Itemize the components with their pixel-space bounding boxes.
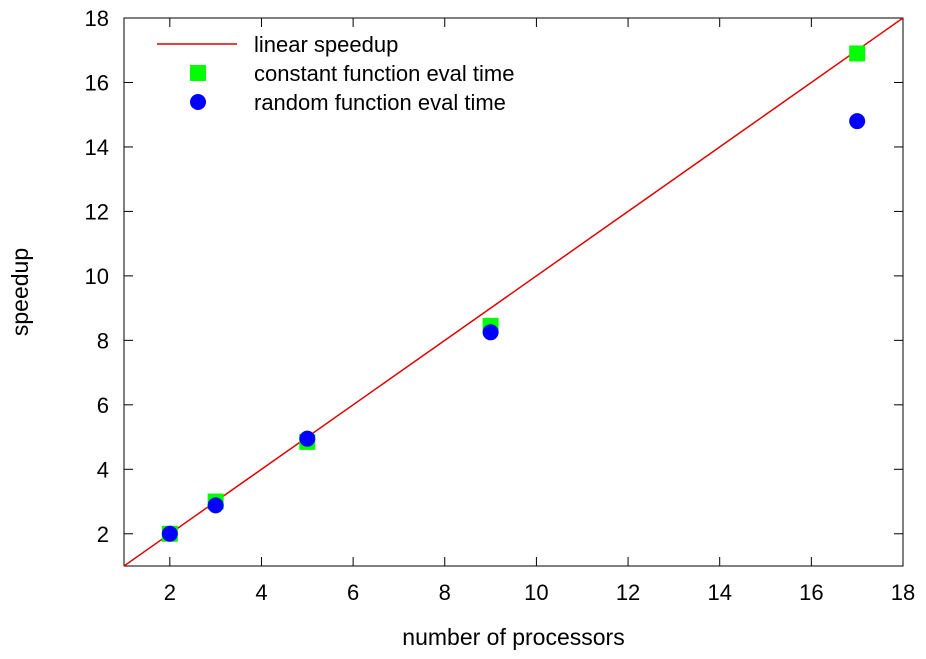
x-axis-title: number of processors bbox=[402, 624, 624, 650]
linear-speedup-line bbox=[123, 17, 904, 567]
random-eval-point bbox=[299, 430, 316, 447]
y-tick-label: 10 bbox=[85, 264, 109, 289]
x-tick-label: 14 bbox=[707, 580, 731, 605]
random-eval-point bbox=[482, 324, 499, 341]
random-eval-point bbox=[161, 525, 178, 542]
x-tick-label: 2 bbox=[164, 580, 176, 605]
legend-label: constant function eval time bbox=[254, 61, 514, 86]
y-tick-label: 6 bbox=[97, 393, 109, 418]
y-tick-label: 12 bbox=[85, 199, 109, 224]
y-axis-ticks: 2 4 6 8 10 12 14 16 18 bbox=[85, 6, 903, 547]
x-tick-label: 16 bbox=[799, 580, 823, 605]
y-tick-label: 8 bbox=[97, 328, 109, 353]
legend-label: linear speedup bbox=[254, 32, 398, 57]
x-tick-label: 18 bbox=[891, 580, 915, 605]
y-tick-label: 16 bbox=[85, 70, 109, 95]
x-tick-label: 12 bbox=[616, 580, 640, 605]
series-layer bbox=[123, 17, 904, 567]
y-tick-label: 14 bbox=[85, 135, 109, 160]
legend-label: random function eval time bbox=[254, 90, 506, 115]
random-eval-point bbox=[849, 113, 866, 130]
legend-circle-swatch bbox=[190, 94, 206, 110]
x-tick-label: 8 bbox=[439, 580, 451, 605]
legend-square-swatch bbox=[190, 65, 206, 81]
x-tick-label: 10 bbox=[524, 580, 548, 605]
x-axis-ticks: 2 4 6 8 10 12 14 16 18 bbox=[164, 18, 915, 605]
y-axis-title: speedup bbox=[7, 248, 33, 336]
y-tick-label: 18 bbox=[85, 6, 109, 31]
y-tick-label: 4 bbox=[97, 457, 109, 482]
plot-frame bbox=[123, 17, 904, 567]
legend: linear speedup constant function eval tim… bbox=[157, 32, 514, 115]
x-tick-label: 6 bbox=[347, 580, 359, 605]
y-tick-label: 2 bbox=[97, 522, 109, 547]
x-tick-label: 4 bbox=[255, 580, 267, 605]
constant-eval-point bbox=[849, 45, 866, 62]
random-eval-point bbox=[207, 497, 224, 514]
